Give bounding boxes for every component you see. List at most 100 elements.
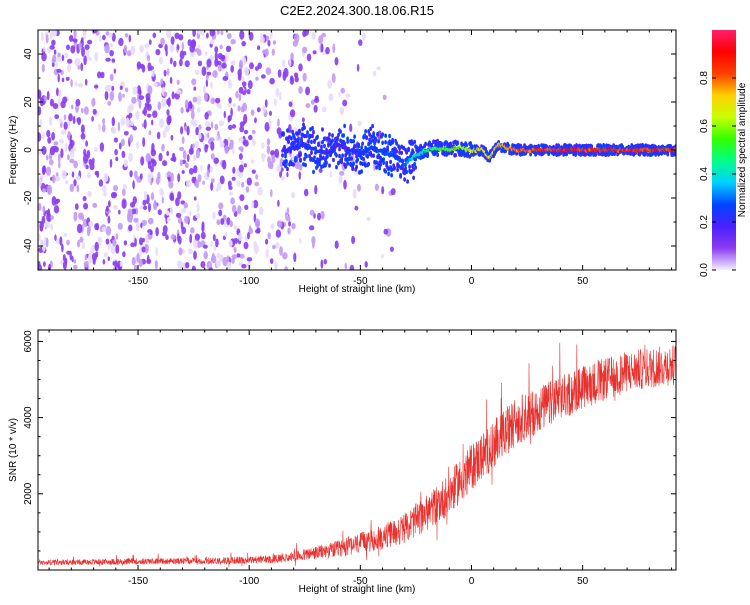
spectrogram-cell [49,98,55,107]
spectrogram-trace-cell [328,137,331,143]
spectrogram-cell [103,192,107,197]
snr-x-ticks: -150 -100 -50 0 50 [48,330,673,587]
spectrogram-cell [62,261,67,270]
spectrogram-cell [85,140,88,147]
spectrogram-cell [141,246,146,253]
spectrogram-cell [238,261,243,266]
spectrogram-cell [41,63,45,73]
spectrogram-cell [238,86,244,94]
spectrogram-cell [166,109,170,116]
spectrogram-cell [328,93,334,101]
spectrogram-cell [67,130,71,141]
spectrogram-cell [247,231,250,240]
spectrogram-cell [134,170,138,179]
spectrogram-cell [351,235,356,245]
spectrogram-cell [383,228,389,235]
spectrogram-cell [55,198,61,203]
spectrogram-cell [184,60,190,68]
spectrogram-cell [145,234,149,243]
spectrogram-cell [121,150,126,159]
spectrogram-cell [266,145,271,155]
spectrogram-cell [45,237,49,248]
spectrogram-cell [249,62,254,70]
spectrogram-cell [111,58,116,63]
spectrogram-cell [206,260,212,270]
spectrogram-cell [157,101,162,111]
spectrogram-cell [56,87,59,97]
spectrogram-cell [92,108,97,115]
spectrogram-cell [59,138,64,144]
spectrogram-cell [227,102,232,108]
spectrogram-cell [267,232,271,240]
spectrogram-cell [88,221,94,227]
spectrogram-cell [105,225,112,236]
spectrogram-cell [104,84,111,92]
spectrogram-trace-cell [405,150,408,155]
x-tick-label: -150 [128,276,148,287]
spectrogram-trace-cell [365,135,368,141]
colorbar-tick-label: 0.2 [699,215,710,229]
spectrogram-cell [190,119,196,126]
spectrogram-cell [54,234,57,242]
spectrogram-cell [184,162,189,169]
spectrogram-trace-cell [360,145,363,150]
x-tick-label: 50 [577,276,589,287]
spectrogram-cell [151,69,155,78]
spectrogram-cell [290,52,294,61]
spectrogram-cell [366,216,371,222]
spectrogram-cell [288,221,292,227]
x-tick-label: 50 [577,576,589,587]
spectrogram-cell [284,266,288,270]
spectrogram-cell [115,156,119,162]
spectrogram-cell [228,239,233,248]
spectrogram-cell [274,148,280,158]
spectrogram-trace-cell [432,139,435,145]
spectrogram-cell [202,244,208,249]
spectrogram-cell [166,68,170,76]
spectrogram-cell [191,78,197,86]
spectrogram-trace-cell [393,166,396,171]
spectrogram-cell [241,40,246,47]
spectrogram-cell [166,150,170,157]
spectrogram-cell [186,154,190,162]
spectrogram-cell [157,171,161,180]
spectrogram-cell [381,186,385,195]
spectrogram-cell [287,227,291,235]
spectrogram-cell [108,43,114,48]
spectrogram-cell [140,222,143,229]
spectrogram-cell [132,86,138,95]
spectrogram-trace-cell [331,138,334,143]
spectrogram-cell [158,56,164,65]
spectrogram-trace-cell [594,152,597,157]
spectrogram-cell [84,254,88,261]
spectrogram-trace-cell [454,153,457,158]
spectrogram-cell [265,248,269,258]
spectrogram-cell [389,246,394,252]
spectrogram-trace-cell [300,139,303,144]
spectrogram-cell [97,236,103,245]
spectrogram-cell [216,103,219,108]
spectrogram-cell [177,191,182,200]
spectrogram-cell [51,131,55,141]
spectrogram-cell [259,206,264,216]
spectrogram-cell [202,84,206,94]
spectrogram-cell [279,91,282,101]
spectrogram-cell [209,38,215,45]
spectrogram-cell [298,63,303,72]
spectrogram-cell [104,44,110,54]
spectrogram-trace-cell [547,151,550,156]
spectrogram-cell [187,248,193,255]
spectrogram-cell [51,62,55,67]
spectrogram-trace-cell [367,161,370,167]
spectrogram-cell [163,91,168,98]
colorbar-tick-label: 0.4 [699,167,710,181]
spectrogram-cell [85,49,90,59]
spectrogram-cell [71,171,75,178]
spectrogram-cell [305,103,311,109]
spectrogram-cell [78,42,82,51]
spectrogram-panel: -150 -100 -50 0 50 -40 -20 0 20 40 Height of str… [8,29,677,295]
spectrogram-cell [251,200,255,209]
spectrogram-cell [101,124,106,133]
spectrogram-cell [228,191,233,196]
